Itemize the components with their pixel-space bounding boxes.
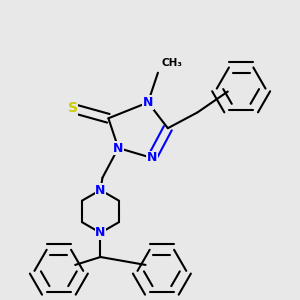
Text: CH₃: CH₃ bbox=[161, 58, 182, 68]
Text: N: N bbox=[113, 142, 124, 154]
Text: S: S bbox=[68, 101, 78, 116]
Text: N: N bbox=[147, 152, 157, 164]
Text: N: N bbox=[143, 96, 153, 109]
Text: N: N bbox=[95, 184, 106, 196]
Text: N: N bbox=[95, 226, 106, 239]
